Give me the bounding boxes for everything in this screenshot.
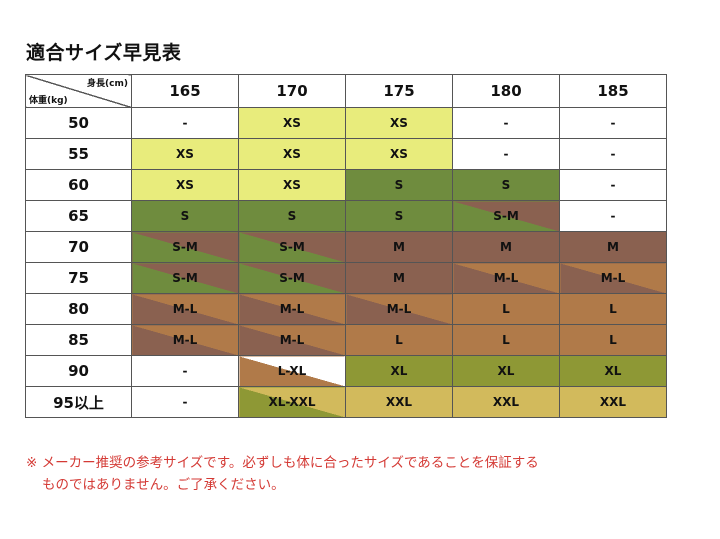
size-cell: XS bbox=[238, 169, 346, 201]
size-cell: - bbox=[131, 386, 239, 418]
size-cell: - bbox=[559, 107, 667, 139]
size-cell: - bbox=[452, 138, 560, 170]
table-row: 50- XS XS - - bbox=[25, 107, 667, 139]
page-title: 適合サイズ早見表 bbox=[26, 42, 182, 64]
weight-header: 50 bbox=[25, 107, 132, 139]
size-cell: M-L bbox=[452, 262, 560, 294]
size-cell: S-M bbox=[238, 231, 346, 263]
size-cell: L-XL bbox=[238, 355, 346, 387]
size-cell: L bbox=[345, 324, 453, 356]
weight-axis-label: 体重(kg) bbox=[29, 96, 68, 106]
weight-header: 65 bbox=[25, 200, 132, 232]
size-cell: S bbox=[238, 200, 346, 232]
size-chart-table: 身長(cm) 体重(kg) 165 170 175 180 185 50- XS X… bbox=[25, 74, 667, 418]
weight-header: 60 bbox=[25, 169, 132, 201]
table-row: 80 M-L M-L M-L L L bbox=[25, 293, 667, 325]
weight-header: 70 bbox=[25, 231, 132, 263]
size-cell: XXL bbox=[452, 386, 560, 418]
size-cell: M bbox=[452, 231, 560, 263]
size-cell: S bbox=[345, 169, 453, 201]
weight-header: 85 bbox=[25, 324, 132, 356]
size-cell: XXL bbox=[345, 386, 453, 418]
height-header: 180 bbox=[452, 74, 560, 108]
size-cell: XS bbox=[238, 107, 346, 139]
size-cell: M bbox=[559, 231, 667, 263]
size-cell: S bbox=[452, 169, 560, 201]
height-header: 170 bbox=[238, 74, 346, 108]
table-row: 60 XS XS S S - bbox=[25, 169, 667, 201]
table-row: 85 M-L M-L L L L bbox=[25, 324, 667, 356]
size-cell: XL-XXL bbox=[238, 386, 346, 418]
size-cell: XL bbox=[452, 355, 560, 387]
size-cell: L bbox=[559, 293, 667, 325]
size-cell: XS bbox=[345, 107, 453, 139]
table-row: 95以上 - XL-XXL XXL XXL XXL bbox=[25, 386, 667, 418]
weight-header: 55 bbox=[25, 138, 132, 170]
weight-header: 90 bbox=[25, 355, 132, 387]
size-cell: XS bbox=[345, 138, 453, 170]
size-cell: L bbox=[452, 293, 560, 325]
size-cell: - bbox=[559, 138, 667, 170]
size-cell: - bbox=[559, 169, 667, 201]
corner-cell: 身長(cm) 体重(kg) bbox=[25, 74, 132, 108]
table-row: 70 S-M S-M M M M bbox=[25, 231, 667, 263]
table-row: 65 S S S S-M - bbox=[25, 200, 667, 232]
size-cell: S bbox=[345, 200, 453, 232]
disclaimer-note: ※ メーカー推奨の参考サイズです。必ずしも体に合ったサイズであることを保証する … bbox=[26, 452, 698, 496]
size-cell: M-L bbox=[238, 324, 346, 356]
size-cell: M-L bbox=[131, 293, 239, 325]
disclaimer-line-1: ※ メーカー推奨の参考サイズです。必ずしも体に合ったサイズであることを保証する bbox=[26, 455, 539, 471]
table-row: 90- L-XL XL XL XL bbox=[25, 355, 667, 387]
size-cell: S-M bbox=[131, 231, 239, 263]
weight-header: 95以上 bbox=[25, 386, 132, 418]
weight-header: 75 bbox=[25, 262, 132, 294]
size-cell: M-L bbox=[131, 324, 239, 356]
height-axis-label: 身長(cm) bbox=[87, 79, 128, 89]
size-cell: S bbox=[131, 200, 239, 232]
size-cell: L bbox=[559, 324, 667, 356]
size-cell: L bbox=[452, 324, 560, 356]
size-cell: - bbox=[452, 107, 560, 139]
size-cell: XS bbox=[131, 138, 239, 170]
size-cell: - bbox=[131, 107, 239, 139]
size-cell: M-L bbox=[238, 293, 346, 325]
size-cell: S-M bbox=[452, 200, 560, 232]
size-cell: M bbox=[345, 231, 453, 263]
size-cell: S-M bbox=[238, 262, 346, 294]
table-row: 75 S-M S-M M M-L M-L bbox=[25, 262, 667, 294]
size-cell: XL bbox=[345, 355, 453, 387]
size-cell: XL bbox=[559, 355, 667, 387]
disclaimer-line-2: ものではありません。ご了承ください。 bbox=[42, 477, 285, 493]
header-row: 身長(cm) 体重(kg) 165 170 175 180 185 bbox=[25, 74, 667, 108]
size-cell: M-L bbox=[559, 262, 667, 294]
size-cell: S-M bbox=[131, 262, 239, 294]
table-row: 55 XS XS XS - - bbox=[25, 138, 667, 170]
size-cell: XXL bbox=[559, 386, 667, 418]
size-cell: M bbox=[345, 262, 453, 294]
weight-header: 80 bbox=[25, 293, 132, 325]
height-header: 175 bbox=[345, 74, 453, 108]
size-cell: - bbox=[131, 355, 239, 387]
height-header: 165 bbox=[131, 74, 239, 108]
height-header: 185 bbox=[559, 74, 667, 108]
size-cell: M-L bbox=[345, 293, 453, 325]
size-cell: XS bbox=[131, 169, 239, 201]
size-cell: XS bbox=[238, 138, 346, 170]
size-cell: - bbox=[559, 200, 667, 232]
